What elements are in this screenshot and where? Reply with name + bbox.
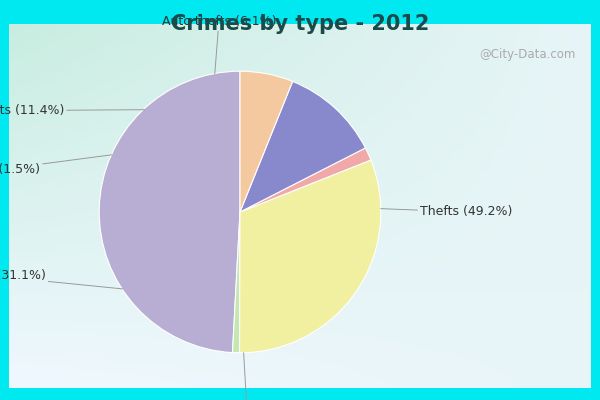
Text: Rapes (1.5%): Rapes (1.5%)	[0, 155, 112, 176]
Text: Burglaries (31.1%): Burglaries (31.1%)	[0, 269, 123, 289]
Text: Assaults (11.4%): Assaults (11.4%)	[0, 104, 145, 117]
Wedge shape	[240, 81, 365, 212]
Text: Crimes by type - 2012: Crimes by type - 2012	[171, 14, 429, 34]
Wedge shape	[99, 71, 240, 352]
Wedge shape	[240, 148, 371, 212]
Text: Auto thefts (6.1%): Auto thefts (6.1%)	[161, 16, 276, 74]
Text: Thefts (49.2%): Thefts (49.2%)	[381, 206, 512, 218]
Text: Robberies (0.8%): Robberies (0.8%)	[193, 353, 301, 400]
Wedge shape	[239, 160, 381, 353]
Text: @City-Data.com: @City-Data.com	[479, 48, 576, 61]
Wedge shape	[232, 212, 240, 353]
Wedge shape	[240, 71, 293, 212]
